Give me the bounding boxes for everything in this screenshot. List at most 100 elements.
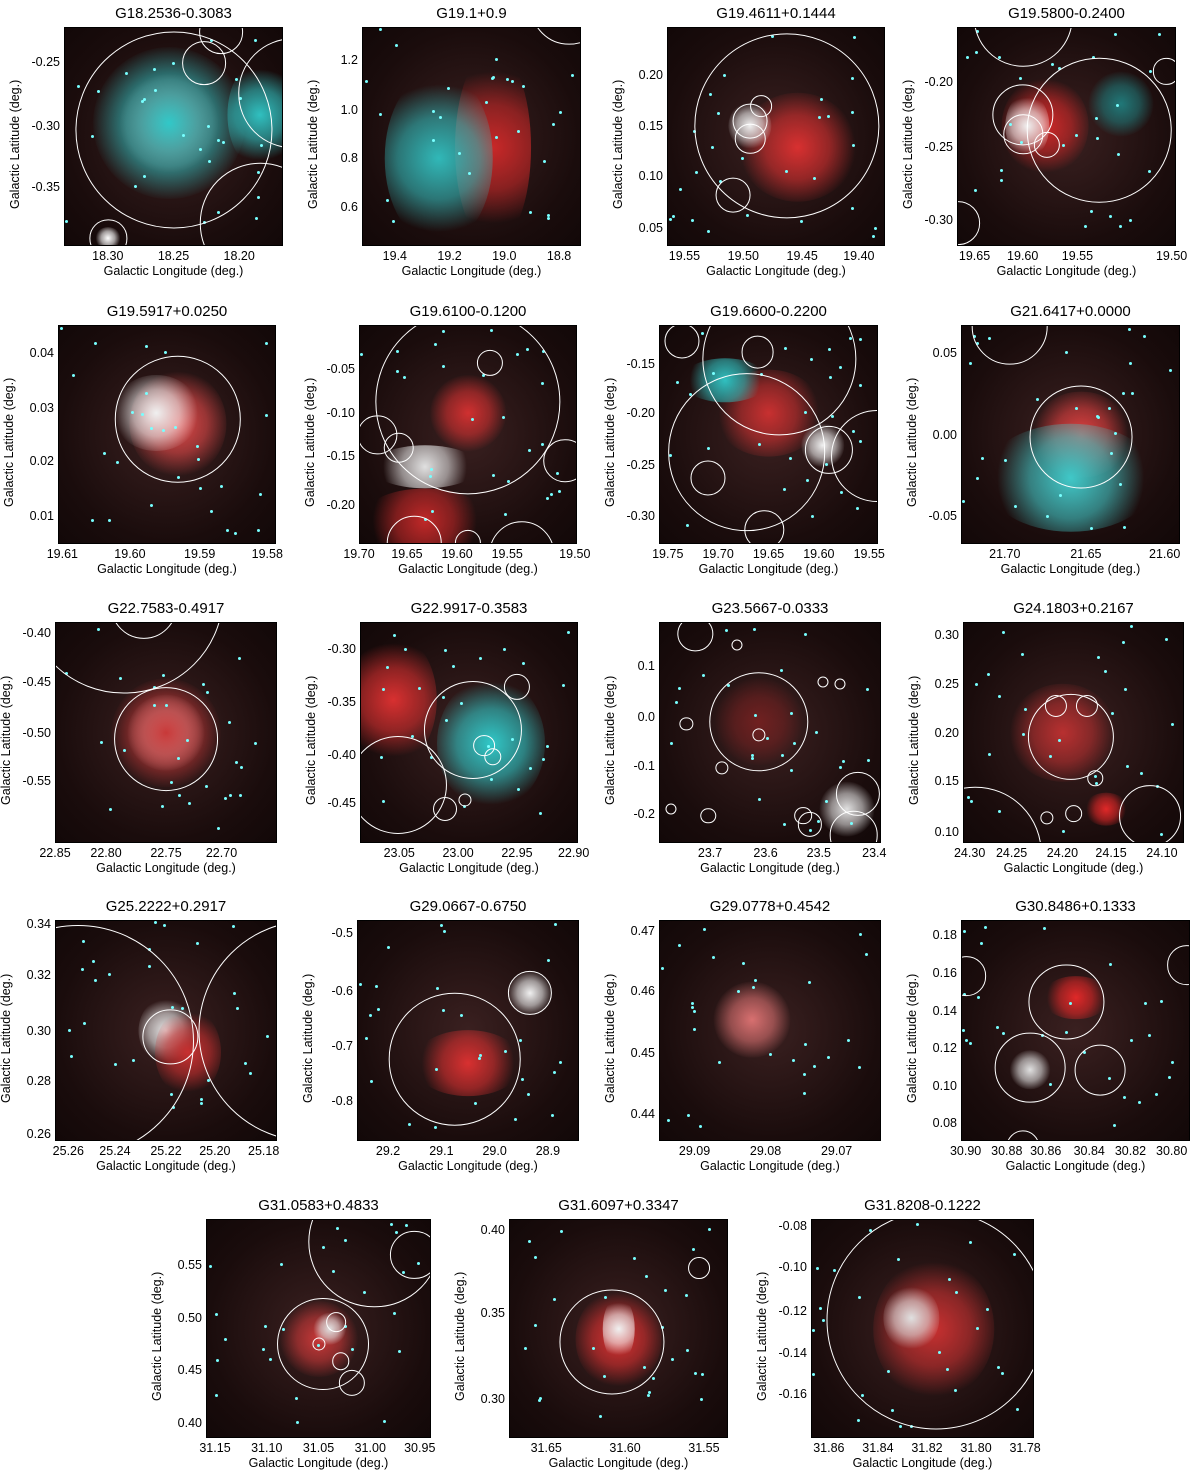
star-point xyxy=(109,808,113,812)
x-tick-label: 24.25 xyxy=(995,846,1028,860)
bubble-ring xyxy=(360,414,397,455)
star-point xyxy=(172,1105,176,1109)
star-point xyxy=(789,768,793,772)
panel-title: G19.5917+0.0250 xyxy=(106,303,228,320)
star-point xyxy=(718,1060,722,1064)
star-point xyxy=(661,967,665,971)
y-tick-label: -0.55 xyxy=(22,774,52,789)
star-point xyxy=(198,487,202,491)
star-point xyxy=(663,1288,667,1292)
x-axis-label: Galactic Longitude (deg.) xyxy=(248,1456,389,1470)
star-point xyxy=(963,929,967,933)
bubble-ring xyxy=(694,32,880,219)
star-point xyxy=(1122,392,1126,396)
bubble-ring xyxy=(958,201,980,245)
star-point xyxy=(690,219,694,223)
star-point xyxy=(59,327,63,331)
star-point xyxy=(1022,733,1026,737)
star-point xyxy=(973,189,977,192)
x-axis-label: Galactic Longitude (deg.) xyxy=(996,264,1137,278)
star-point xyxy=(567,630,571,634)
star-point xyxy=(827,1056,831,1060)
bubble-ring xyxy=(1028,964,1104,1040)
star-point xyxy=(279,1262,283,1266)
x-tick-label: 19.59 xyxy=(184,547,216,561)
star-point xyxy=(65,219,68,223)
x-tick-label: 30.95 xyxy=(404,1441,436,1455)
x-tick-label: 19.65 xyxy=(391,547,423,561)
star-point xyxy=(254,39,258,43)
star-point xyxy=(107,518,111,522)
bubble-ring xyxy=(831,410,877,503)
star-point xyxy=(207,1078,211,1082)
bubble-ring xyxy=(507,971,552,1016)
x-tick-label: 22.75 xyxy=(150,846,182,860)
star-point xyxy=(517,129,521,133)
bubble-ring xyxy=(1087,770,1104,787)
x-axis-label: Galactic Longitude (deg.) xyxy=(706,264,846,278)
star-point xyxy=(1000,178,1004,182)
x-tick-label: 23.4 xyxy=(862,846,887,860)
star-point xyxy=(858,933,862,937)
star-point xyxy=(988,752,992,756)
y-tick-label: -0.35 xyxy=(31,179,61,194)
star-point xyxy=(975,477,979,481)
star-point xyxy=(1129,218,1133,222)
star-point xyxy=(1130,625,1134,629)
star-point xyxy=(711,955,715,959)
y-axis-label: Galactic Latitude (deg.) xyxy=(603,973,617,1103)
y-tick-label: -0.2 xyxy=(633,807,655,822)
star-point xyxy=(518,1038,522,1042)
star-point xyxy=(261,1347,265,1351)
star-point xyxy=(962,500,966,504)
star-point xyxy=(668,218,672,222)
star-point xyxy=(144,345,148,349)
y-tick-label: 0.20 xyxy=(934,725,959,740)
y-axis-label: Galactic Latitude (deg.) xyxy=(907,675,921,805)
x-tick-label: 19.2 xyxy=(437,249,462,263)
x-tick-label: 18.20 xyxy=(223,249,255,263)
star-point xyxy=(546,497,550,501)
x-tick-label: 19.0 xyxy=(492,249,517,263)
star-point xyxy=(1125,765,1129,769)
star-point xyxy=(803,1042,807,1046)
star-point xyxy=(553,1297,557,1301)
star-point xyxy=(359,983,363,987)
star-point xyxy=(514,1117,518,1121)
star-point xyxy=(102,451,106,455)
x-tick-label: 22.95 xyxy=(501,846,533,860)
star-point xyxy=(699,1124,703,1128)
star-point xyxy=(666,1118,670,1122)
star-point xyxy=(265,341,269,345)
star-point xyxy=(1051,62,1055,66)
star-point xyxy=(410,735,414,739)
bubble-ring xyxy=(749,95,772,118)
star-point xyxy=(208,1264,212,1268)
star-point xyxy=(757,798,761,801)
star-point xyxy=(812,1372,816,1376)
x-tick-label: 23.5 xyxy=(806,846,831,860)
y-axis-label: Galactic Latitude (deg.) xyxy=(603,377,617,507)
y-tick-label: 0.44 xyxy=(630,1107,655,1122)
image-panel: G29.0778+0.4542 29.09 29.08 29.07 0.47 0.46 0.… xyxy=(603,898,881,1173)
star-point xyxy=(968,1042,972,1046)
y-axis-label: Galactic Latitude (deg.) xyxy=(306,79,320,209)
x-axis-label: Galactic Longitude (deg.) xyxy=(852,1456,993,1470)
star-point xyxy=(646,1393,650,1397)
star-point xyxy=(598,1415,602,1419)
y-tick-label: 0.10 xyxy=(934,824,959,839)
y-tick-label: 0.15 xyxy=(934,774,959,789)
y-tick-label: 0.6 xyxy=(340,199,358,214)
star-point xyxy=(1096,655,1100,659)
star-point xyxy=(521,85,525,89)
star-point xyxy=(547,213,551,217)
y-tick-label: 0.16 xyxy=(932,966,957,981)
star-point xyxy=(1127,328,1131,332)
y-tick-label: -0.30 xyxy=(626,508,656,523)
star-point xyxy=(672,215,676,219)
y-tick-label: 0.20 xyxy=(638,68,663,83)
bubble-ring xyxy=(338,1369,366,1396)
y-tick-label: -0.10 xyxy=(326,405,356,420)
star-point xyxy=(968,361,972,365)
star-point xyxy=(1122,526,1126,530)
